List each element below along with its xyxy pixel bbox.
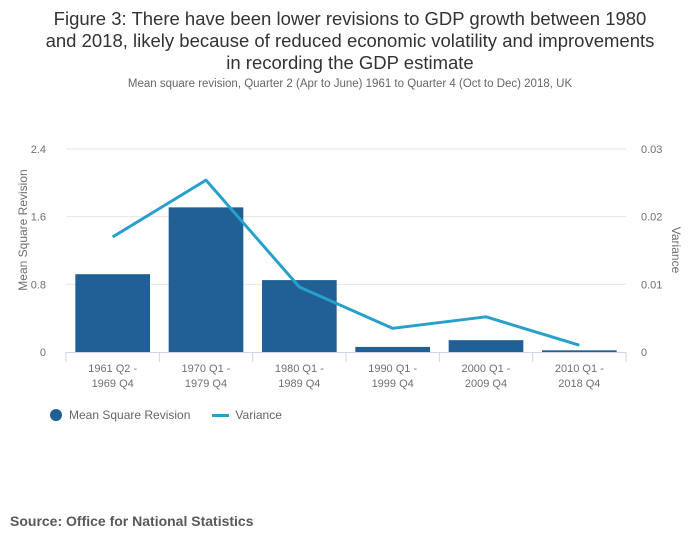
variance-line — [111, 178, 580, 347]
x-tick-label: 1980 Q1 - — [275, 363, 324, 375]
chart-subtitle: Mean square revision, Quarter 2 (Apr to … — [127, 78, 573, 90]
y-tick-label: 1.6 — [31, 212, 46, 224]
bar-series — [75, 207, 617, 352]
circle-marker-icon — [50, 409, 62, 421]
chart-title-line: and 2018, likely because of reduced econ… — [45, 30, 655, 51]
y-axis-right: 0 0.01 0.02 0.03 — [641, 144, 662, 359]
legend: Mean Square Revision Variance — [50, 408, 304, 422]
bar — [75, 274, 150, 352]
chart-title-line: Figure 3: There have been lower revision… — [53, 8, 647, 29]
y-axis-left: 0 0.8 1.6 2.4 — [31, 144, 46, 359]
x-tick-label: 1969 Q4 — [92, 378, 134, 390]
chart-plot: 0 0.8 1.6 2.4 0 0.01 0.02 0.03 1961 Q2 - 1969 Q… — [16, 144, 683, 390]
x-tick-label: 1999 Q4 — [372, 378, 414, 390]
x-tick-label: 2010 Q1 - — [555, 363, 604, 375]
legend-item-variance[interactable]: Variance — [212, 408, 282, 422]
x-tick-label: 2018 Q4 — [558, 378, 600, 390]
bar — [542, 350, 617, 352]
source-note: Source: Office for National Statistics — [10, 513, 254, 529]
bar — [355, 346, 430, 352]
x-tick-label: 2000 Q1 - — [462, 363, 511, 375]
y-axis-title: Mean Square Revision — [16, 169, 30, 290]
gridlines — [66, 148, 626, 285]
bar — [168, 207, 244, 352]
y2-axis-title: Variance — [669, 227, 683, 274]
line-series — [111, 178, 580, 347]
chart-title: Figure 3: There have been lower revision… — [0, 8, 700, 74]
x-tick-label: 1979 Q4 — [185, 378, 227, 390]
legend-label: Mean Square Revision — [69, 408, 191, 422]
bar — [448, 340, 524, 352]
x-tick-label: 1990 Q1 - — [368, 363, 417, 375]
y2-tick-label: 0.01 — [641, 279, 662, 291]
line-marker-icon — [212, 413, 230, 417]
x-tick-label: 1989 Q4 — [278, 378, 320, 390]
x-tick-label: 1961 Q2 - — [88, 363, 137, 375]
y-tick-label: 2.4 — [31, 144, 46, 156]
x-axis — [65, 352, 627, 362]
chart-title-line: in recording the GDP estimate — [226, 52, 474, 73]
y2-tick-label: 0.03 — [641, 144, 662, 156]
x-tick-label: 1970 Q1 - — [182, 363, 231, 375]
bar — [262, 280, 337, 352]
legend-item-mean-square-revision[interactable]: Mean Square Revision — [50, 408, 190, 422]
y2-tick-label: 0 — [641, 347, 647, 359]
y-tick-label: 0.8 — [31, 279, 46, 291]
x-tick-label: 2009 Q4 — [465, 378, 507, 390]
x-axis-labels: 1961 Q2 - 1969 Q4 1970 Q1 - 1979 Q4 1980 Q1 … — [88, 363, 604, 390]
y-tick-label: 0 — [40, 347, 46, 359]
legend-label: Variance — [235, 408, 282, 422]
y2-tick-label: 0.02 — [641, 212, 662, 224]
